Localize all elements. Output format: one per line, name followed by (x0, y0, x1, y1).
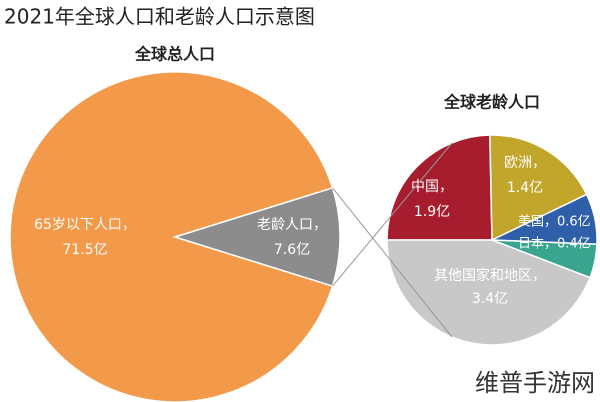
slice-label: 65岁以下人口， (34, 217, 136, 233)
connector-line (332, 142, 453, 287)
slice-label: 老龄人口， (257, 217, 327, 233)
slice-value-label: 0.4亿 (557, 237, 591, 252)
connector-line (332, 187, 453, 338)
slice-value-label: 3.4亿 (472, 291, 508, 307)
slice-label: 欧洲， (504, 155, 546, 171)
slice-value-label: 1.4亿 (507, 180, 543, 196)
slice-value-label: 1.9亿 (414, 204, 450, 220)
slice-value-label: 71.5亿 (62, 242, 107, 258)
pie-slice (489, 134, 588, 242)
pie-slice (9, 71, 334, 402)
left-pie-title: 全球总人口 (134, 45, 215, 64)
slice-label: 美国， (518, 215, 557, 230)
right-pie-title: 全球老龄人口 (443, 93, 540, 112)
slice-value-label: 7.6亿 (274, 242, 310, 258)
slice-label: 日本， (518, 237, 557, 252)
slice-label: 其他国家和地区， (434, 267, 546, 284)
pie-slice (172, 187, 341, 287)
chart-title: 2021年全球人口和老龄人口示意图 (4, 5, 315, 29)
pie-slice (386, 134, 493, 241)
slice-value-label: 0.6亿 (557, 215, 591, 230)
watermark: 维普手游网 (475, 369, 595, 397)
slice-label: 中国， (411, 179, 453, 195)
